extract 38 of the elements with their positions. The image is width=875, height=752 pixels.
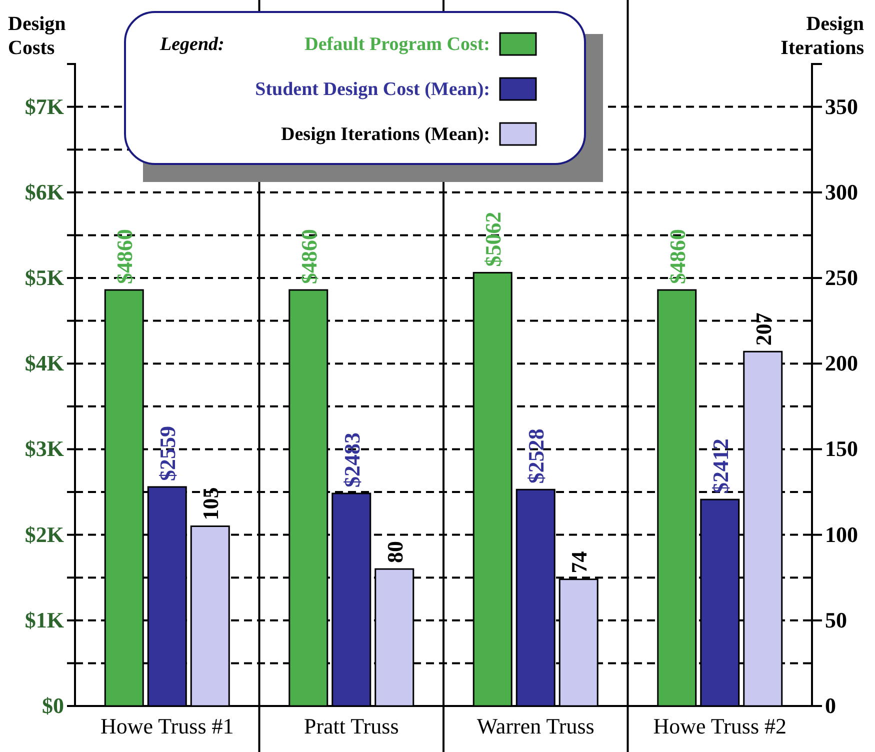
legend-label: Student Design Cost (Mean):	[255, 79, 490, 100]
x-tick-label: Warren Truss	[476, 714, 594, 739]
y2-tick-label: 150	[825, 436, 858, 462]
y2-tick-label: 200	[825, 350, 858, 376]
y-tick-label: $6K	[24, 179, 64, 204]
data-label: $2528	[524, 428, 549, 484]
y2-tick-label: 0	[825, 693, 836, 718]
y-tick-label: $1K	[24, 607, 64, 632]
y-tick-label: $3K	[24, 436, 64, 462]
y-tick-label: $4K	[24, 350, 64, 376]
legend-label: Design Iterations (Mean):	[281, 124, 490, 145]
y-tick-label: $0	[42, 693, 64, 718]
legend-label: Default Program Cost:	[304, 34, 490, 55]
data-label: $2412	[708, 438, 733, 494]
y-tick-label: $7K	[24, 94, 64, 119]
data-label: 80	[382, 541, 408, 564]
data-label: $4860	[664, 228, 690, 284]
y2-tick-label: 300	[825, 179, 858, 204]
data-label: $4860	[112, 228, 138, 284]
y2-tick-label: 50	[825, 607, 847, 632]
x-tick-label: Howe Truss #1	[100, 714, 234, 739]
data-label: 105	[198, 487, 224, 520]
data-label: $4860	[296, 228, 322, 284]
y2-tick-label: 250	[825, 265, 858, 290]
data-label: $5062	[480, 212, 506, 267]
y2-tick-label: 100	[825, 522, 858, 547]
data-label: $2483	[339, 432, 364, 488]
data-label: 74	[566, 551, 592, 574]
legend-title: Legend:	[159, 34, 224, 55]
x-tick-label: Howe Truss #2	[653, 714, 787, 739]
data-label: $2559	[155, 426, 180, 481]
x-tick-label: Pratt Truss	[304, 714, 399, 739]
data-label: 207	[750, 312, 776, 346]
y2-axis-title: Design Iterations	[780, 13, 864, 59]
y2-tick-label: 350	[825, 94, 858, 119]
y-tick-label: $5K	[24, 265, 64, 290]
y-axis-title: Design Costs	[8, 13, 66, 59]
y-tick-label: $2K	[24, 522, 64, 547]
